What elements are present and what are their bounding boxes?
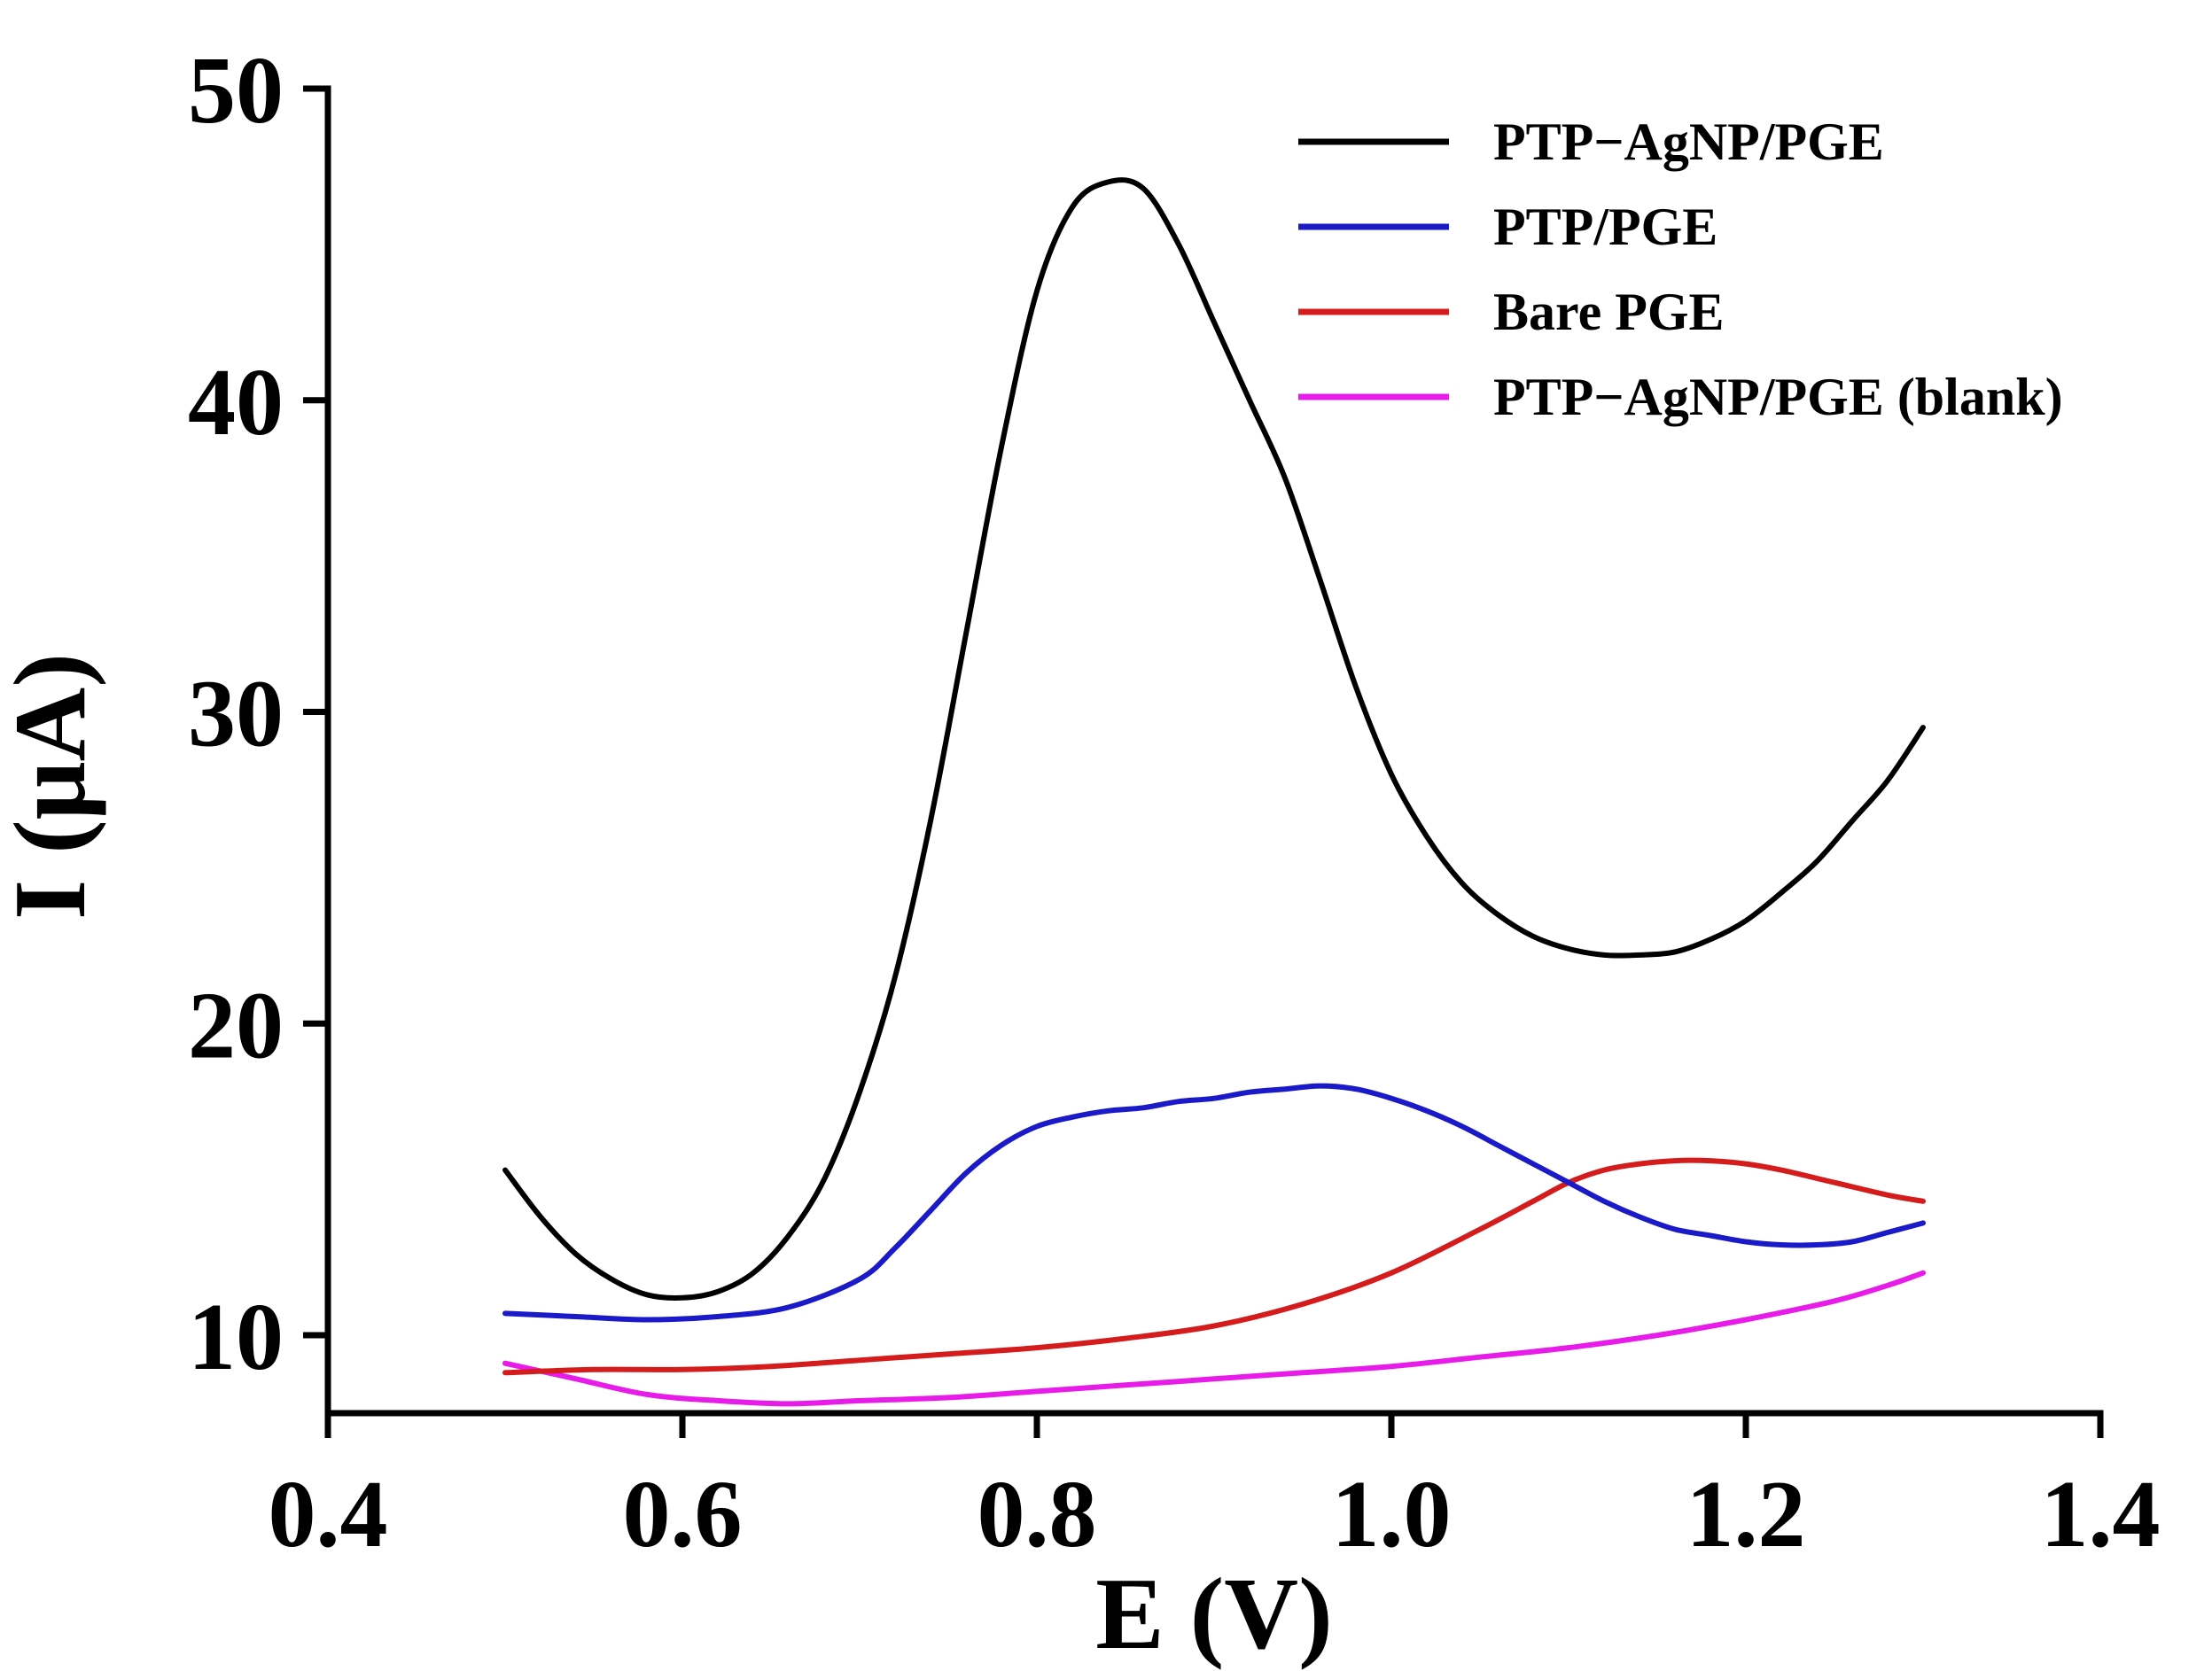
series-line-1 bbox=[502, 1083, 1926, 1323]
legend: PTP−AgNP/PGE PTP/PGE Bare PGE PTP−AgNP/PGE … bbox=[1298, 113, 2063, 426]
axes: 0.4 0.6 0.8 1.0 1.2 1.4 10 20 30 40 50 bbox=[188, 38, 2161, 1567]
x-tick-label: 0.8 bbox=[977, 1462, 1097, 1567]
legend-item: PTP−AgNP/PGE (blank) bbox=[1298, 368, 2063, 426]
x-tick-label: 1.4 bbox=[2041, 1462, 2161, 1567]
y-ticks: 10 20 30 40 50 bbox=[188, 38, 328, 1390]
series-layer bbox=[502, 177, 1926, 1407]
y-tick-label: 20 bbox=[188, 973, 284, 1078]
x-tick-label: 0.6 bbox=[623, 1462, 743, 1567]
x-ticks: 0.4 0.6 0.8 1.0 1.2 1.4 bbox=[269, 1413, 2161, 1567]
legend-item: PTP−AgNP/PGE bbox=[1298, 113, 1884, 171]
y-tick-label: 50 bbox=[188, 38, 284, 144]
legend-label: PTP−AgNP/PGE bbox=[1493, 113, 1884, 171]
legend-label: PTP/PGE bbox=[1493, 198, 1717, 256]
y-tick-label: 30 bbox=[188, 662, 284, 767]
legend-item: Bare PGE bbox=[1298, 283, 1725, 341]
legend-label: PTP−AgNP/PGE (blank) bbox=[1493, 368, 2063, 426]
y-axis-title: I (μA) bbox=[0, 653, 107, 920]
legend-label: Bare PGE bbox=[1493, 283, 1725, 341]
series-line-3 bbox=[502, 1270, 1926, 1407]
series-line-0 bbox=[502, 177, 1926, 1301]
series-line-2 bbox=[502, 1157, 1926, 1376]
y-tick-label: 40 bbox=[188, 350, 284, 455]
x-axis-title: E (V) bbox=[1095, 1558, 1332, 1671]
y-tick-label: 10 bbox=[188, 1285, 284, 1390]
legend-item: PTP/PGE bbox=[1298, 198, 1717, 256]
plot-area bbox=[502, 177, 1926, 1407]
x-tick-label: 0.4 bbox=[269, 1462, 388, 1567]
x-tick-label: 1.2 bbox=[1686, 1462, 1806, 1567]
x-tick-label: 1.0 bbox=[1332, 1462, 1452, 1567]
